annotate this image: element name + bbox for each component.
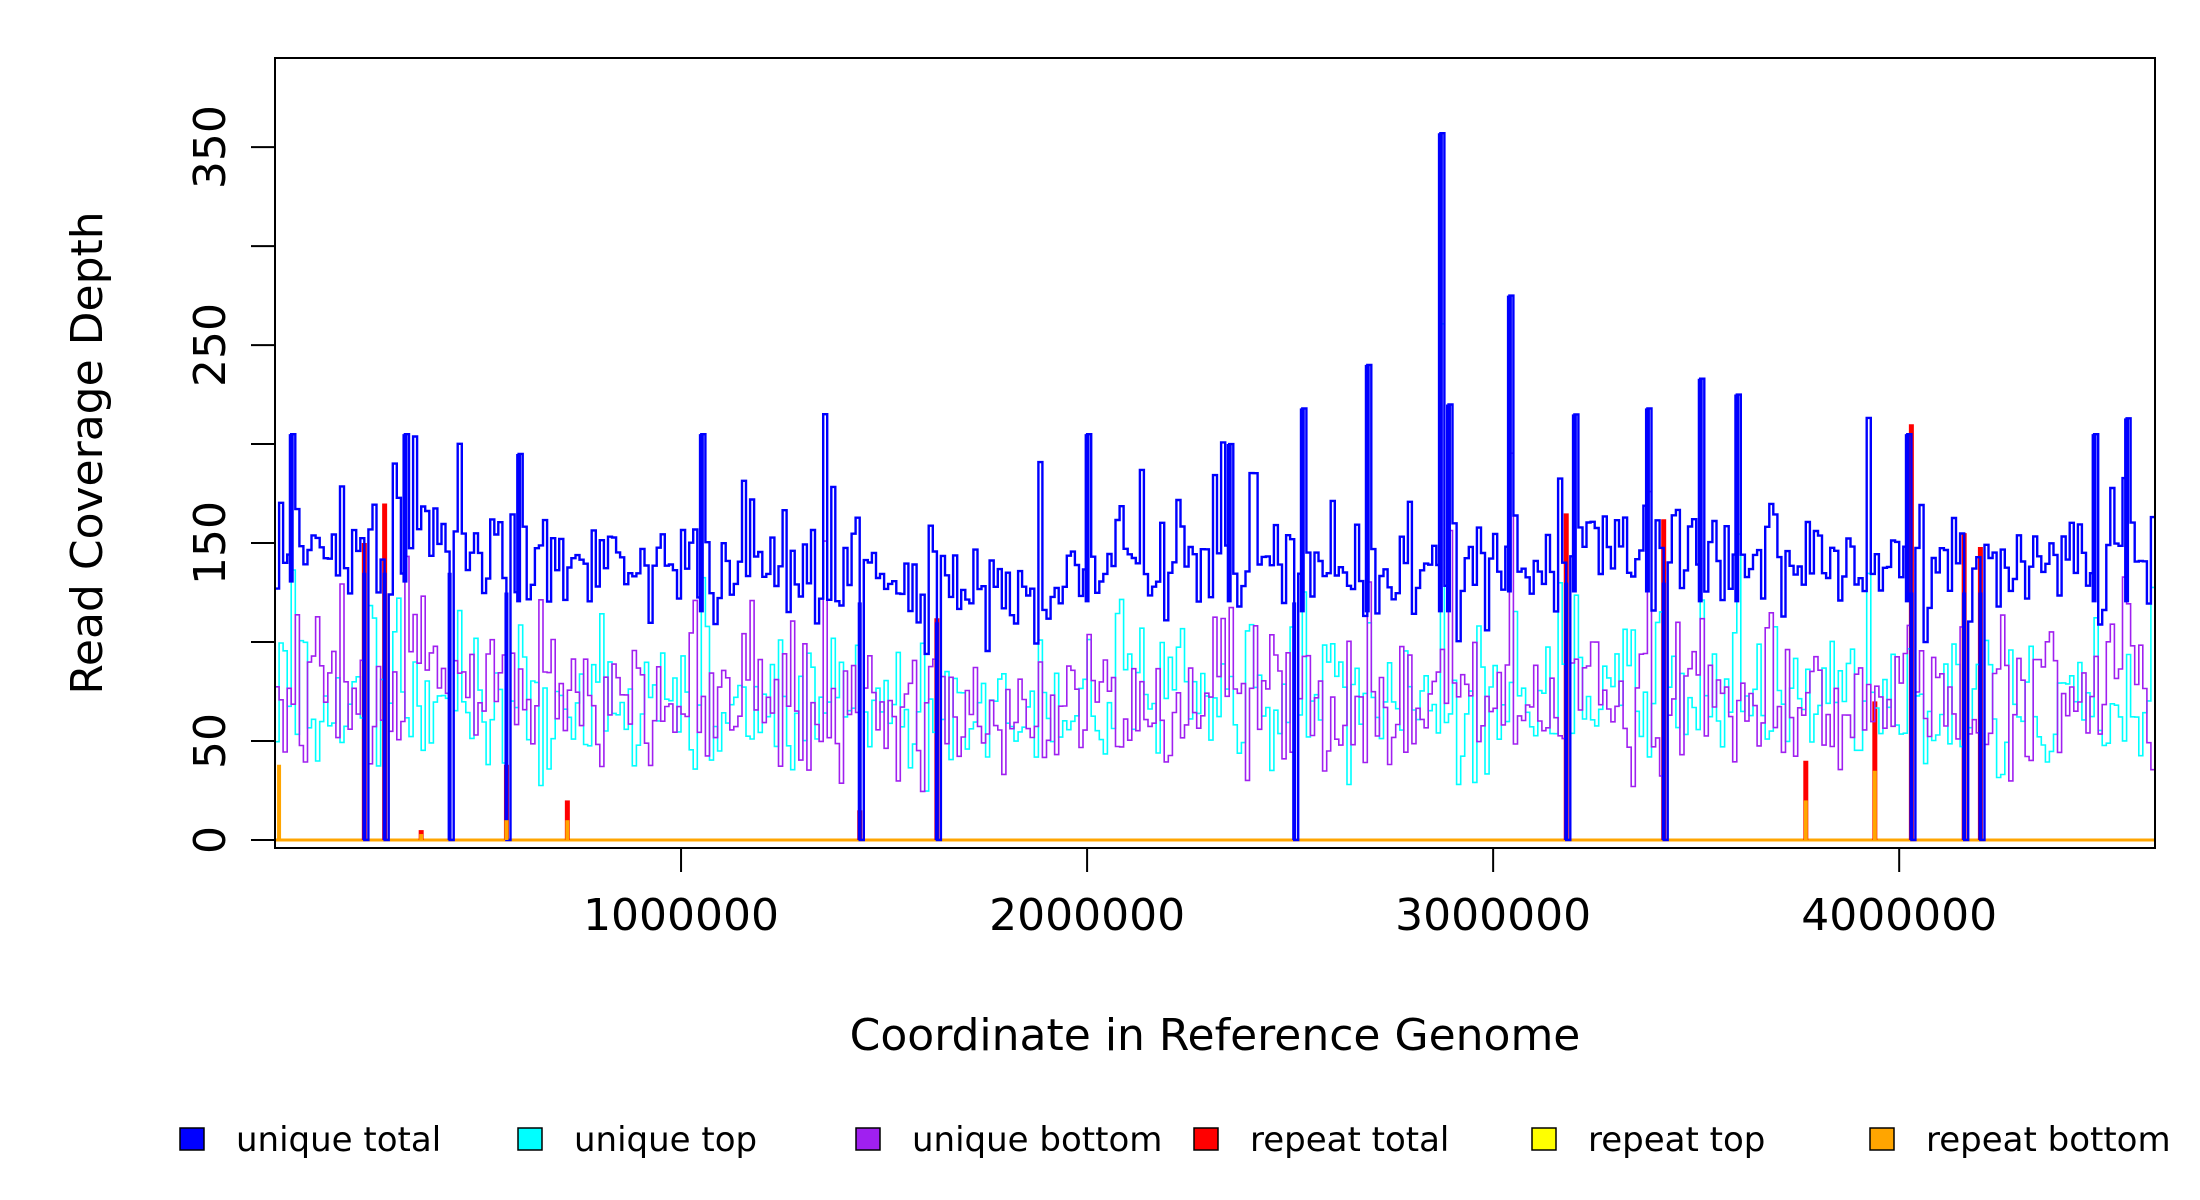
- y-tick-label-50: 50: [185, 713, 236, 769]
- axes-layer: 0 50 150 250 350 1000000 2000000 3000000 4000000: [185, 105, 1997, 941]
- y-axis-title: Read Coverage Depth: [62, 211, 113, 694]
- legend-swatch-repeat-total: [1193, 1127, 1219, 1151]
- legend-swatch-repeat-bottom: [1869, 1127, 1895, 1151]
- series-unique-total-line: [275, 132, 2155, 842]
- legend-swatch-repeat-top: [1531, 1127, 1557, 1151]
- x-tick-label-4000000: 4000000: [1801, 890, 1997, 941]
- x-tick-label-2000000: 2000000: [989, 890, 1185, 941]
- legend-label-unique-top: unique top: [574, 1120, 757, 1160]
- legend-label-repeat-total: repeat total: [1250, 1120, 1449, 1160]
- legend-swatch-unique-top: [517, 1127, 543, 1151]
- series-layer: [275, 132, 2155, 842]
- legend-swatch-unique-bottom: [855, 1127, 881, 1151]
- legend-label-repeat-top: repeat top: [1588, 1120, 1765, 1160]
- y-tick-label-250: 250: [185, 303, 236, 387]
- x-tick-label-3000000: 3000000: [1395, 890, 1591, 941]
- y-tick-label-0: 0: [185, 826, 236, 854]
- legend-swatch-unique-total: [179, 1127, 205, 1151]
- series-unique-top-line: [275, 323, 2155, 841]
- series-unique-bottom-line: [275, 452, 2155, 841]
- y-tick-label-150: 150: [185, 501, 236, 585]
- legend-label-unique-bottom: unique bottom: [912, 1120, 1162, 1160]
- y-tick-label-350: 350: [185, 105, 236, 189]
- legend-label-repeat-bottom: repeat bottom: [1926, 1120, 2171, 1160]
- plot-frame: [274, 57, 2156, 849]
- x-axis-title: Coordinate in Reference Genome: [850, 1010, 1581, 1061]
- x-tick-label-1000000: 1000000: [583, 890, 779, 941]
- legend: unique total unique top unique bottom repea…: [179, 1120, 2171, 1160]
- legend-label-unique-total: unique total: [236, 1120, 441, 1160]
